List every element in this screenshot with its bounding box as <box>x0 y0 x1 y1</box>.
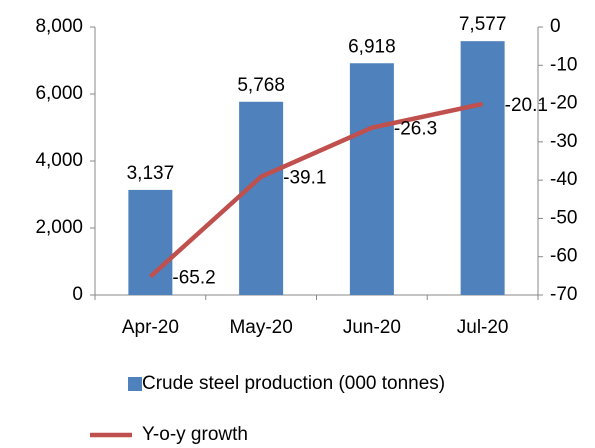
y2-tick-label: -50 <box>550 207 577 228</box>
x-tick-label: Apr-20 <box>122 317 179 338</box>
line-value-label: -20.1 <box>505 95 548 116</box>
legend-swatch <box>128 377 142 391</box>
bar-value-label: 5,768 <box>237 75 285 96</box>
line-value-label: -26.3 <box>394 119 437 140</box>
legend-label: Crude steel production (000 tonnes) <box>142 373 445 394</box>
y2-tick-label: 0 <box>550 16 561 37</box>
y-tick-label: 8,000 <box>35 16 83 37</box>
x-tick-label: May-20 <box>229 317 292 338</box>
bar-value-label: 7,577 <box>459 14 507 35</box>
y-tick-label: 0 <box>72 284 83 305</box>
legend-label: Y-o-y growth <box>142 424 248 445</box>
y2-tick-label: -30 <box>550 131 577 152</box>
x-tick-label: Jun-20 <box>343 317 401 338</box>
y2-tick-label: -10 <box>550 54 577 75</box>
y2-tick-label: -40 <box>550 169 577 190</box>
y2-tick-label: -70 <box>550 284 577 305</box>
bar <box>128 189 173 295</box>
bar <box>460 41 505 295</box>
x-tick-label: Jul-20 <box>457 317 509 338</box>
bar-value-label: 3,137 <box>127 163 175 184</box>
y-tick-label: 6,000 <box>35 83 83 104</box>
line-value-label: -65.2 <box>172 268 215 289</box>
bar-value-label: 6,918 <box>348 36 396 57</box>
y2-tick-label: -20 <box>550 93 577 114</box>
bar <box>349 63 394 295</box>
line <box>148 101 484 279</box>
y2-tick-label: -60 <box>550 246 577 267</box>
line-value-label: -39.1 <box>283 168 326 189</box>
bar <box>239 101 284 295</box>
y-tick-label: 4,000 <box>35 150 83 171</box>
y-tick-label: 2,000 <box>35 217 83 238</box>
